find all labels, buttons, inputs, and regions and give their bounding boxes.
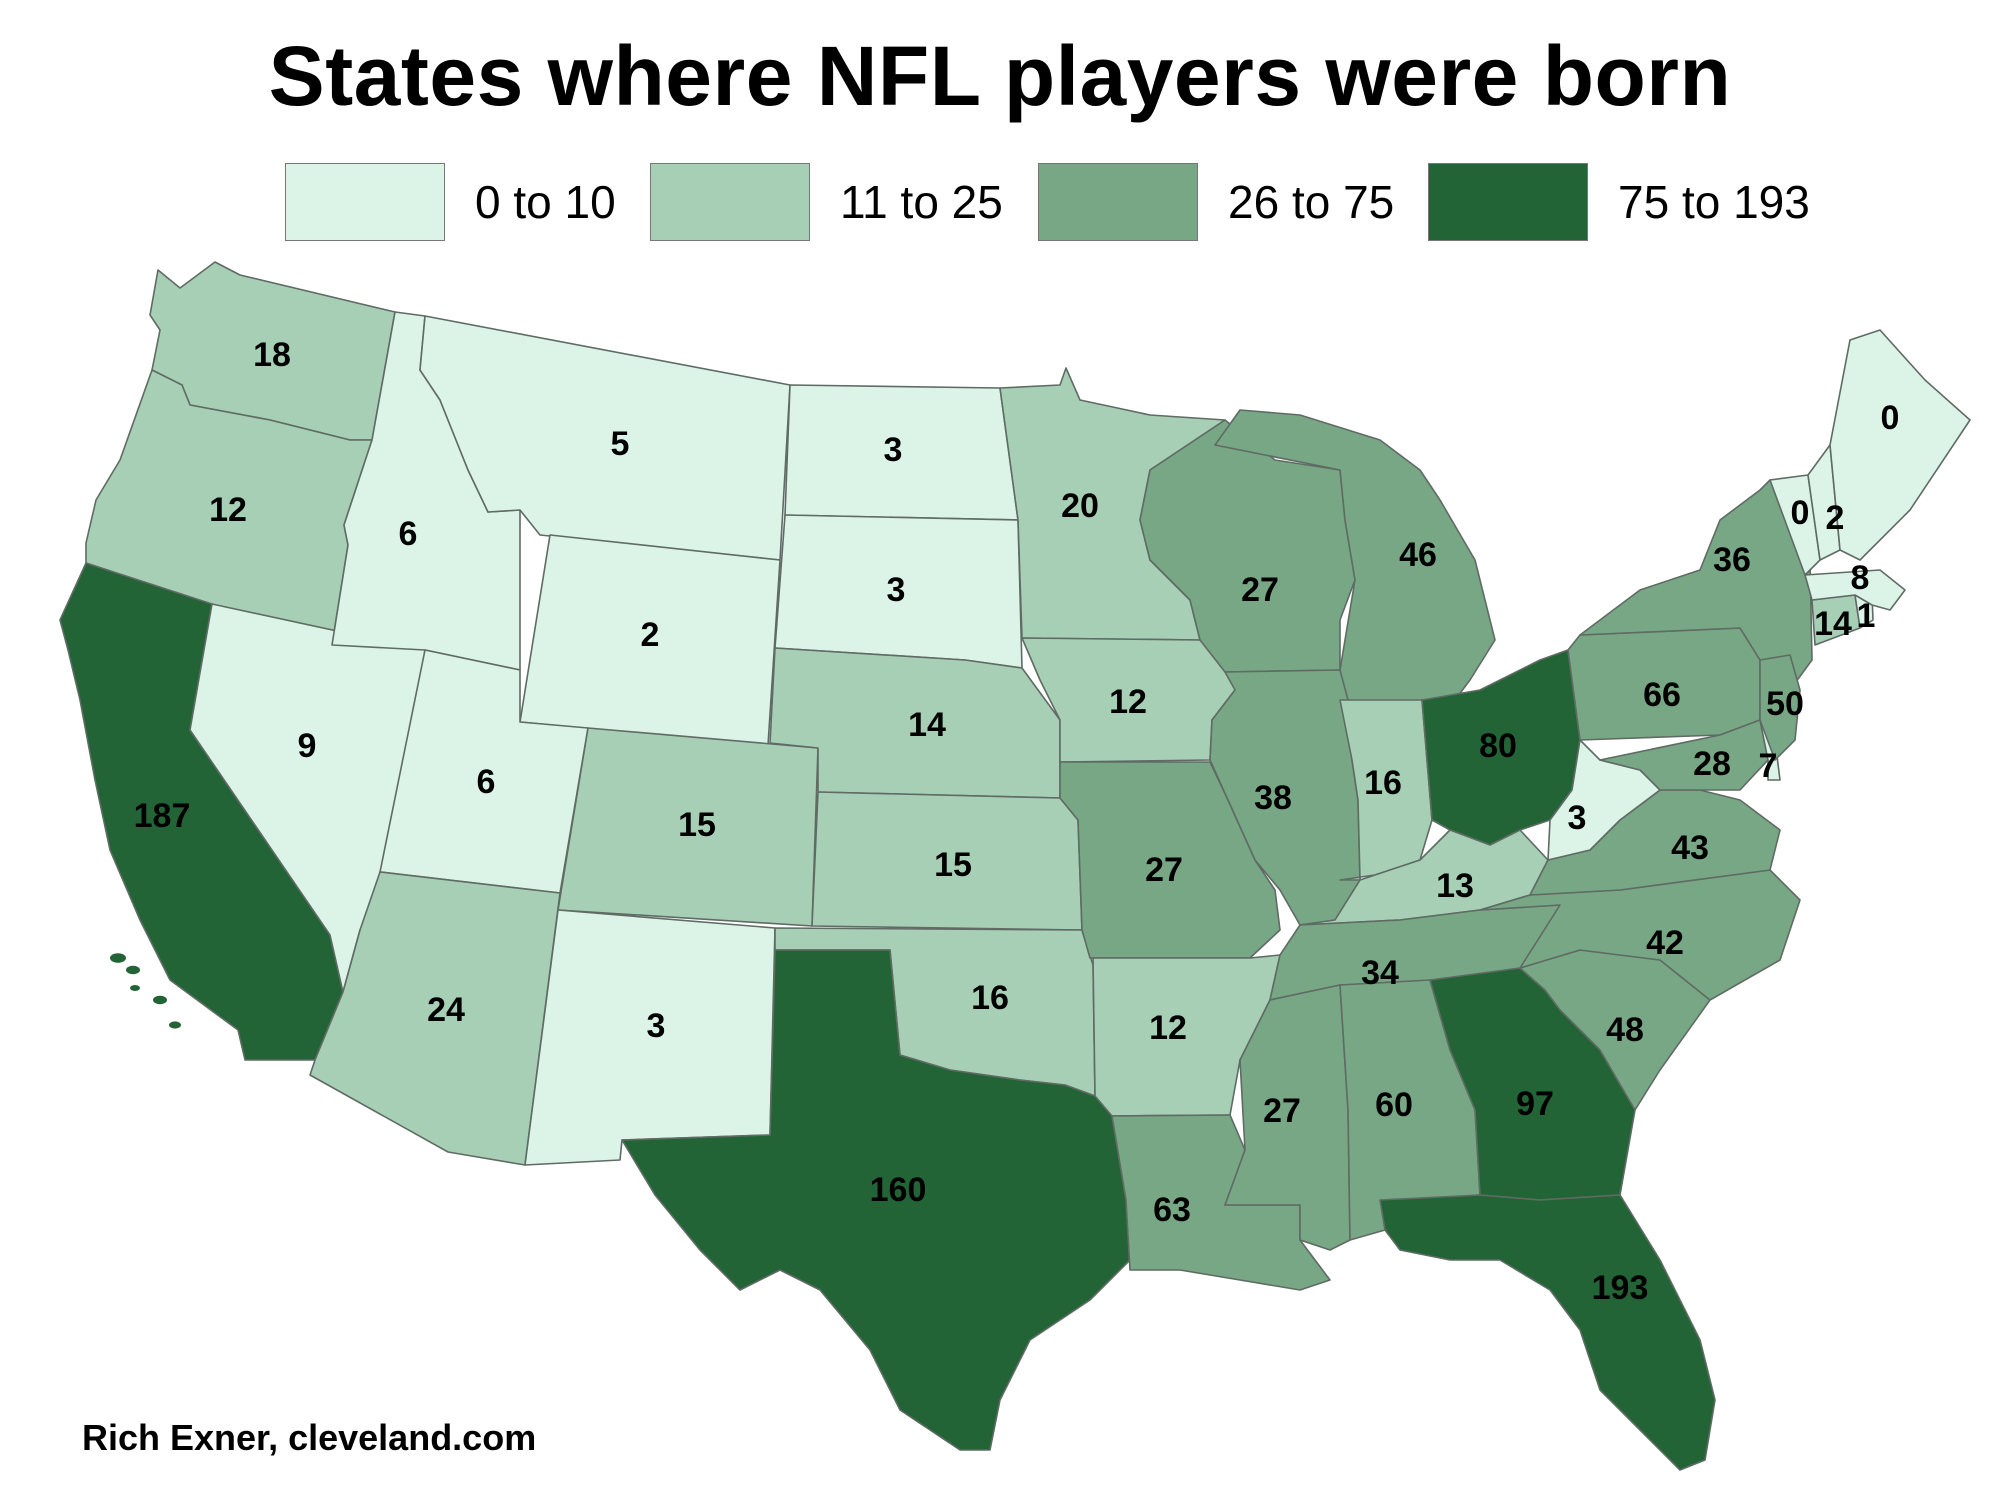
state-label-ga: 97 [1516,1085,1554,1123]
state-label-ma: 8 [1851,559,1870,597]
state-label-ia: 12 [1109,683,1147,721]
state-label-wa: 18 [253,336,291,374]
state-label-md: 28 [1693,745,1731,783]
state-label-nj: 50 [1766,685,1804,723]
state-label-ne: 14 [908,706,946,744]
state-label-la: 63 [1153,1191,1191,1229]
state-wi [1139,419,1356,673]
state-label-wi: 27 [1241,571,1279,609]
states-layer [59,261,1971,1471]
state-label-ca: 187 [134,797,191,835]
state-label-ms: 27 [1263,1092,1301,1130]
state-label-fl: 193 [1592,1269,1649,1307]
state-mt [419,315,791,561]
source-credit: Rich Exner, cleveland.com [82,1417,537,1458]
island-shape [110,953,126,963]
state-mi [1214,409,1496,723]
state-label-tx: 160 [870,1171,927,1209]
state-label-nv: 9 [298,727,317,765]
state-label-nc: 42 [1646,924,1684,962]
state-label-mi: 46 [1399,536,1437,574]
state-label-ny: 36 [1713,541,1751,579]
state-label-sc: 48 [1606,1011,1644,1049]
state-label-or: 12 [209,491,247,529]
state-label-in: 16 [1364,764,1402,802]
island-shape [153,995,167,1005]
state-label-al: 60 [1375,1086,1413,1124]
state-label-wv: 3 [1568,799,1587,837]
state-label-mt: 5 [611,425,630,463]
state-tx [621,949,1131,1451]
state-md [1599,719,1769,791]
state-label-az: 24 [427,991,465,1029]
state-label-ri: 1 [1857,597,1876,635]
state-label-ct: 14 [1814,605,1852,643]
state-label-il: 38 [1254,779,1292,817]
state-label-tn: 34 [1361,954,1399,992]
state-label-vt: 0 [1791,494,1810,532]
state-label-ut: 6 [477,763,496,801]
state-label-ok: 16 [971,979,1009,1017]
state-label-mo: 27 [1145,851,1183,889]
state-label-nm: 3 [647,1007,666,1045]
map-title: States where NFL players were born [268,29,1732,123]
state-fl [1379,1194,1716,1471]
state-label-de: 7 [1759,747,1778,785]
state-value-labels: 1812187965262415333141516160201227126327… [134,336,1900,1307]
state-label-ky: 13 [1436,867,1474,905]
island-shape [130,985,140,991]
state-me [1829,329,1971,561]
state-label-wy: 2 [641,616,660,654]
state-label-va: 43 [1671,829,1709,867]
island-shape [126,965,140,975]
state-label-me: 0 [1881,399,1900,437]
state-ma [1804,569,1906,611]
state-nj [1759,654,1801,761]
state-label-id: 6 [399,515,418,553]
state-ms [1224,984,1351,1251]
island-shape [169,1021,181,1029]
state-label-oh: 80 [1479,727,1517,765]
state-label-sd: 3 [887,571,906,609]
state-label-co: 15 [678,806,716,844]
state-label-mn: 20 [1061,487,1099,525]
state-label-nd: 3 [884,431,903,469]
state-label-pa: 66 [1643,676,1681,714]
state-label-ks: 15 [934,846,972,884]
state-label-ar: 12 [1149,1009,1187,1047]
state-label-nh: 2 [1826,499,1845,537]
